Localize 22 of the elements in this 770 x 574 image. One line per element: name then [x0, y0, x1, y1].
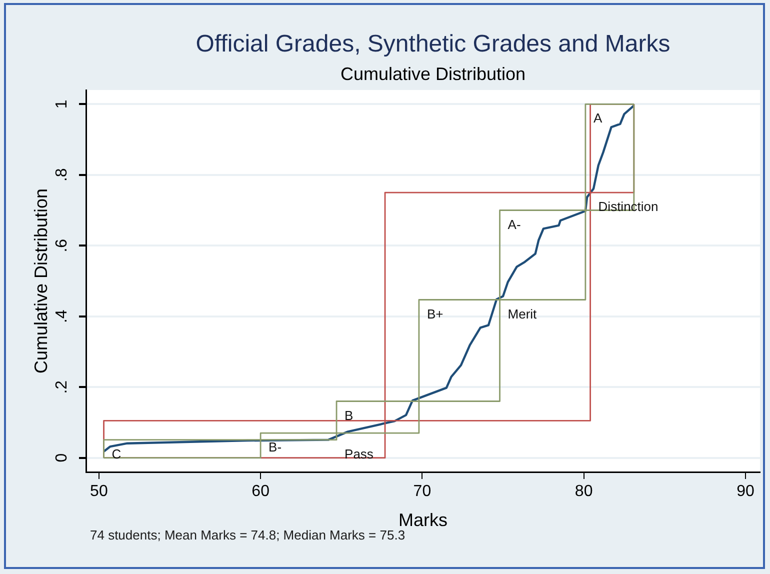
x-tick-label: 90 [736, 483, 754, 500]
annotation: Merit [508, 306, 538, 322]
y-tick-label: 0 [53, 453, 70, 462]
y-tick-label: 1 [53, 100, 70, 109]
x-tick-label: 70 [413, 483, 432, 500]
annotation: B [344, 408, 354, 423]
annotation: A [593, 110, 602, 126]
y-tick-label: .4 [53, 310, 70, 324]
text: 74 students; Mean Marks = 74.8; Median Marks = 75.3 [90, 528, 406, 543]
x-axis-title: Marks [398, 510, 448, 530]
y-axis-title: Cumulative Distribution [30, 188, 51, 374]
annotation: B+ [426, 306, 444, 322]
x-tick-label: 60 [252, 483, 270, 500]
chart-title: Official Grades, Synthetic Grades and Marks [196, 30, 670, 58]
x-tick-label: 50 [90, 483, 108, 500]
y-tick-label: .6 [53, 238, 70, 252]
chart-subtitle: Cumulative Distribution [340, 64, 526, 84]
x-tick-label: 80 [574, 483, 593, 500]
y-tick-label: .2 [53, 380, 70, 394]
annotation: B- [268, 440, 282, 455]
y-tick-label: .8 [53, 168, 70, 182]
annotation: A- [508, 216, 521, 232]
